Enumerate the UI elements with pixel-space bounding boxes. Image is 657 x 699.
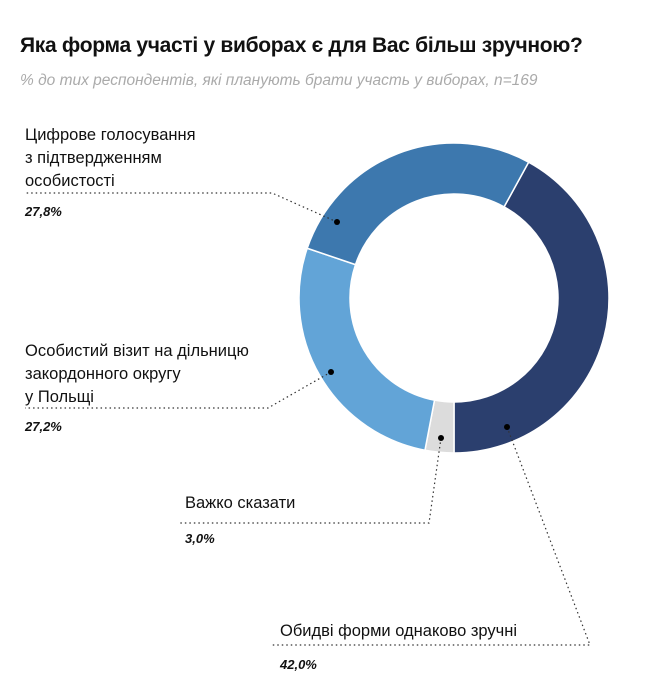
slice-visit [298,247,436,452]
slice-digital [306,142,530,266]
value-digital: 27,8% [25,204,62,219]
chart-subtitle: % до тих респондентів, які планують брат… [20,72,538,89]
label-hard-to-say: Важко сказати [185,494,296,512]
label-both: Обидві форми однаково зручні [280,622,518,640]
slice-visit-leader-line [25,371,332,409]
slice-hard-to-say-leader-line [180,437,442,524]
label-digital: Цифрове голосування з підтвердженням особи… [25,126,196,190]
chart-title: Яка форма участі у виборах є для Вас біл… [20,34,583,57]
label-visit: Особистий візит на дільницю закордонного … [25,342,249,406]
slice-both [453,161,610,454]
value-hard-to-say: 3,0% [185,531,215,546]
slice-both-leader-line [270,426,591,646]
value-visit: 27,2% [25,419,62,434]
slice-hard-to-say-leader-dot [438,435,444,441]
value-both: 42,0% [280,657,317,672]
slice-visit-leader-dot [328,369,334,375]
slice-digital-leader-dot [334,219,340,225]
slice-both-leader-dot [504,424,510,430]
slice-digital-leader-line [25,192,338,223]
